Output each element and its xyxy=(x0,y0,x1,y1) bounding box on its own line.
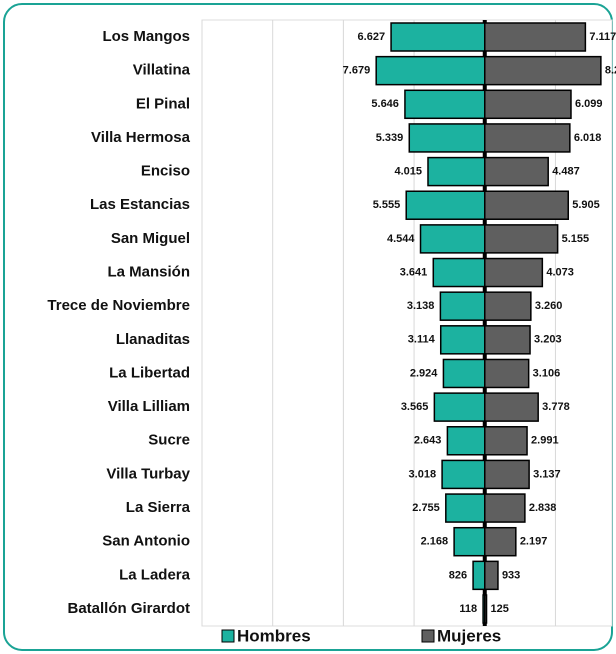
value-label: 2.838 xyxy=(529,502,557,514)
value-label: 6.627 xyxy=(358,31,386,43)
legend-swatch xyxy=(421,629,435,643)
category-label: Batallón Girardot xyxy=(67,600,190,617)
value-label: 2.924 xyxy=(410,367,438,379)
bar-mujeres xyxy=(484,358,530,389)
bar-mujeres xyxy=(484,526,517,557)
value-label: 2.991 xyxy=(531,435,559,447)
bar-mujeres xyxy=(484,594,488,624)
value-label: 826 xyxy=(449,569,467,581)
value-label: 3.138 xyxy=(407,300,435,312)
category-label: San Antonio xyxy=(102,533,190,550)
value-label: 7.679 xyxy=(343,65,371,77)
bar-mujeres xyxy=(484,257,544,288)
bar-hombres xyxy=(439,291,486,321)
value-label: 4.544 xyxy=(387,233,415,245)
value-label: 118 xyxy=(459,603,477,615)
legend-swatch xyxy=(221,629,235,643)
value-label: 933 xyxy=(502,569,520,581)
bar-hombres xyxy=(453,526,486,557)
bar-hombres xyxy=(427,156,486,187)
value-label: 5.646 xyxy=(371,98,399,110)
legend-label: Mujeres xyxy=(437,626,501,645)
bar-hombres xyxy=(419,224,486,254)
bar-mujeres xyxy=(484,89,572,120)
bar-mujeres xyxy=(484,22,587,52)
category-label: La Ladera xyxy=(119,566,191,583)
value-label: 2.643 xyxy=(414,435,442,447)
category-label: Las Estancias xyxy=(90,196,190,213)
value-label: 3.260 xyxy=(535,300,563,312)
value-label: 2.755 xyxy=(412,502,440,514)
value-label: 5.555 xyxy=(373,199,401,211)
value-label: 5.155 xyxy=(562,233,590,245)
category-label: La Mansión xyxy=(107,263,190,280)
bar-hombres xyxy=(433,392,486,422)
value-label: 8.213 xyxy=(605,65,616,77)
bar-mujeres xyxy=(484,493,526,523)
value-label: 7.117 xyxy=(589,31,616,43)
bar-mujeres xyxy=(484,123,571,153)
category-label: El Pinal xyxy=(136,95,190,112)
value-label: 5.905 xyxy=(572,199,600,211)
value-label: 3.203 xyxy=(534,334,562,346)
category-label: San Miguel xyxy=(111,230,190,247)
bar-hombres xyxy=(432,257,486,288)
category-label: Villatina xyxy=(133,62,191,79)
category-label: Trece de Noviembre xyxy=(47,297,190,314)
bar-hombres xyxy=(404,89,486,120)
bar-mujeres xyxy=(484,224,559,254)
value-label: 4.487 xyxy=(552,165,580,177)
bar-mujeres xyxy=(484,156,549,187)
bar-mujeres xyxy=(484,190,569,220)
bar-mujeres xyxy=(484,459,530,490)
category-label: Sucre xyxy=(148,432,190,449)
category-label: Los Mangos xyxy=(102,28,190,45)
value-label: 3.641 xyxy=(400,266,428,278)
bar-mujeres xyxy=(484,325,531,355)
bar-mujeres xyxy=(484,291,532,321)
value-label: 6.018 xyxy=(574,132,602,144)
value-label: 5.339 xyxy=(376,132,404,144)
bar-mujeres xyxy=(484,560,499,591)
category-label: La Libertad xyxy=(109,364,190,381)
bar-hombres xyxy=(472,560,486,591)
bar-hombres xyxy=(442,358,486,389)
category-label: Llanaditas xyxy=(116,331,190,348)
bar-hombres xyxy=(445,493,486,523)
bar-mujeres xyxy=(484,55,602,86)
bar-hombres xyxy=(405,190,486,220)
bar-mujeres xyxy=(484,392,539,422)
value-label: 4.073 xyxy=(546,266,574,278)
category-label: La Sierra xyxy=(126,499,191,516)
value-label: 3.018 xyxy=(409,468,437,480)
value-label: 4.015 xyxy=(394,165,422,177)
value-label: 2.197 xyxy=(520,536,548,548)
category-label: Villa Hermosa xyxy=(91,129,191,146)
bar-hombres xyxy=(408,123,486,153)
plot-area xyxy=(201,19,613,627)
bar-hombres xyxy=(441,459,486,490)
value-label: 3.137 xyxy=(533,468,561,480)
value-label: 2.168 xyxy=(421,536,449,548)
bar-mujeres xyxy=(484,426,528,456)
category-label: Enciso xyxy=(141,163,190,180)
value-label: 125 xyxy=(491,603,509,615)
value-label: 3.106 xyxy=(533,367,561,379)
category-label: Villa Turbay xyxy=(106,465,190,482)
value-label: 6.099 xyxy=(575,98,603,110)
bar-hombres xyxy=(439,325,486,355)
value-label: 3.114 xyxy=(408,334,436,346)
value-label: 3.778 xyxy=(542,401,570,413)
legend-label: Hombres xyxy=(237,626,311,645)
category-label: Villa Lilliam xyxy=(108,398,190,415)
bar-hombres xyxy=(446,426,486,456)
bar-hombres xyxy=(375,55,486,86)
bar-hombres xyxy=(390,22,486,52)
value-label: 3.565 xyxy=(401,401,429,413)
